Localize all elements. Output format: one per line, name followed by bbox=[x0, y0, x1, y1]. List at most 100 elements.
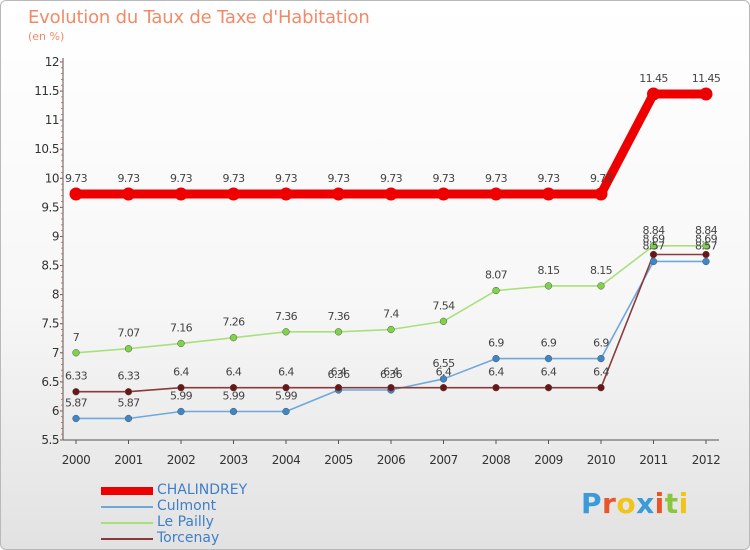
data-point bbox=[177, 407, 185, 416]
x-tick-label: 2010 bbox=[587, 453, 616, 467]
data-point bbox=[124, 345, 133, 353]
data-point bbox=[282, 328, 290, 336]
data-label: 6.33 bbox=[117, 370, 140, 383]
data-point bbox=[492, 286, 500, 295]
data-label: 7.07 bbox=[117, 327, 140, 340]
data-label: 8.69 bbox=[695, 232, 718, 245]
data-point bbox=[174, 187, 188, 201]
data-label: 5.99 bbox=[275, 390, 298, 403]
data-label: 6.33 bbox=[65, 370, 88, 383]
data-point bbox=[279, 187, 293, 201]
legend-swatch-torcenay bbox=[101, 538, 153, 540]
data-point bbox=[227, 187, 240, 201]
data-label: 8.07 bbox=[485, 269, 508, 282]
legend-label-torcenay: Torcenay bbox=[157, 530, 220, 546]
data-label: 6.36 bbox=[380, 368, 403, 381]
data-point bbox=[597, 354, 605, 363]
data-point bbox=[437, 187, 450, 201]
x-tick-label: 2005 bbox=[324, 453, 353, 467]
data-label: 5.87 bbox=[117, 396, 140, 409]
data-label: 11.45 bbox=[692, 72, 721, 85]
data-label: 9.73 bbox=[222, 172, 245, 185]
y-axis-unit: (en %) bbox=[28, 30, 65, 43]
data-point bbox=[597, 282, 605, 290]
data-point bbox=[282, 384, 290, 392]
x-tick-label: 2002 bbox=[167, 453, 196, 467]
data-point bbox=[229, 333, 238, 342]
data-label: 9.73 bbox=[590, 172, 613, 185]
data-label: 9.73 bbox=[275, 172, 298, 185]
legend-swatch-chalindrey bbox=[101, 487, 153, 495]
data-label: 8.84 bbox=[642, 224, 665, 237]
data-point bbox=[177, 384, 185, 392]
data-point bbox=[489, 187, 503, 201]
data-label: 7.36 bbox=[275, 310, 298, 323]
y-tick-label: 8 bbox=[52, 288, 59, 302]
x-tick-label: 2003 bbox=[219, 453, 248, 467]
data-label: 6.36 bbox=[327, 368, 350, 381]
chart-title: Evolution du Taux de Taxe d'Habitation bbox=[28, 7, 370, 28]
data-label: 6.4 bbox=[593, 366, 609, 379]
data-point bbox=[72, 349, 80, 357]
data-point bbox=[387, 325, 395, 334]
x-tick-label: 2011 bbox=[639, 453, 668, 467]
legend-label-chalindrey: CHALINDREY bbox=[157, 482, 248, 498]
legend-swatch-le-pailly bbox=[101, 522, 153, 524]
data-point bbox=[647, 87, 660, 101]
data-point bbox=[72, 414, 80, 423]
series-line-le-pailly bbox=[75, 244, 707, 354]
y-tick-label: 11.5 bbox=[34, 84, 59, 98]
data-label: 8.84 bbox=[695, 224, 718, 237]
y-tick-label: 8.5 bbox=[41, 259, 59, 273]
data-point bbox=[439, 375, 448, 383]
data-point bbox=[124, 388, 133, 396]
y-tick-label: 7.5 bbox=[41, 317, 59, 331]
y-tick-label: 5.5 bbox=[41, 433, 59, 447]
data-point bbox=[334, 384, 343, 392]
data-label: 6.4 bbox=[488, 366, 504, 379]
y-tick-label: 10 bbox=[45, 171, 59, 185]
data-point bbox=[122, 187, 135, 201]
data-point bbox=[384, 187, 398, 201]
y-tick-label: 6.5 bbox=[41, 375, 59, 389]
data-label: 9.73 bbox=[117, 172, 140, 185]
x-tick-label: 2012 bbox=[692, 453, 721, 467]
y-tick-label: 11 bbox=[45, 113, 59, 127]
data-point bbox=[597, 384, 605, 392]
data-label: 9.73 bbox=[485, 172, 508, 185]
data-point bbox=[177, 339, 185, 348]
data-label: 8.57 bbox=[642, 239, 665, 252]
y-tick-label: 9 bbox=[52, 229, 59, 243]
data-point bbox=[699, 87, 713, 101]
data-label: 5.99 bbox=[222, 390, 245, 403]
legend-label-le-pailly: Le Pailly bbox=[157, 514, 214, 530]
data-label: 6.4 bbox=[173, 366, 189, 379]
data-label: 8.15 bbox=[590, 264, 613, 277]
data-label: 8.69 bbox=[642, 232, 665, 245]
data-label: 5.87 bbox=[65, 396, 88, 409]
data-label: 5.99 bbox=[170, 390, 193, 403]
data-label: 6.9 bbox=[488, 337, 504, 350]
data-point bbox=[439, 317, 448, 326]
legend-swatch-culmont bbox=[101, 506, 153, 508]
x-tick-label: 2009 bbox=[534, 453, 563, 467]
data-label: 9.73 bbox=[432, 172, 455, 185]
data-label: 7.16 bbox=[170, 321, 193, 334]
data-point bbox=[492, 384, 500, 392]
data-label: 9.73 bbox=[65, 172, 88, 185]
data-point bbox=[492, 354, 500, 363]
data-point bbox=[702, 242, 710, 250]
data-label: 6.55 bbox=[432, 357, 455, 370]
data-point bbox=[544, 384, 553, 392]
data-label: 7 bbox=[73, 331, 80, 344]
data-label: 6.4 bbox=[383, 366, 399, 379]
y-tick-label: 10.5 bbox=[34, 142, 59, 156]
data-label: 9.73 bbox=[380, 172, 403, 185]
data-label: 6.4 bbox=[541, 366, 557, 379]
data-point bbox=[702, 250, 710, 259]
data-point bbox=[702, 257, 710, 266]
data-point bbox=[334, 328, 343, 336]
data-label: 8.57 bbox=[695, 239, 718, 252]
data-label: 7.4 bbox=[383, 308, 399, 321]
